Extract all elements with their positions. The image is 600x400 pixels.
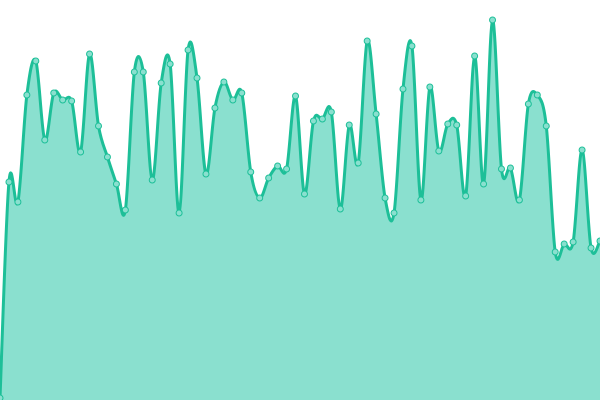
data-point: [50, 89, 58, 97]
area-fill: [0, 19, 600, 400]
data-point: [354, 159, 362, 167]
data-point: [0, 394, 4, 400]
data-point: [453, 121, 461, 129]
data-point: [32, 57, 40, 65]
data-point: [292, 92, 300, 100]
data-point: [569, 238, 577, 246]
data-point: [238, 89, 246, 97]
data-point: [130, 68, 138, 76]
data-point: [542, 122, 550, 130]
data-point: [560, 240, 568, 248]
data-point: [408, 42, 416, 50]
data-point: [309, 117, 317, 125]
data-point: [103, 153, 111, 161]
data-point: [41, 136, 49, 144]
data-point: [193, 74, 201, 82]
data-point: [184, 46, 192, 54]
data-point: [220, 78, 228, 86]
data-point: [166, 60, 174, 68]
data-point: [139, 68, 147, 76]
data-point: [336, 205, 344, 213]
data-point: [363, 37, 371, 45]
data-point: [399, 85, 407, 93]
data-point: [256, 194, 264, 202]
data-point: [489, 16, 497, 24]
data-point: [515, 196, 523, 204]
data-point: [148, 176, 156, 184]
data-point: [175, 209, 183, 217]
data-points: [0, 16, 600, 400]
data-point: [112, 180, 120, 188]
data-point: [5, 178, 13, 186]
data-point: [596, 237, 600, 245]
data-point: [444, 120, 452, 128]
data-point: [506, 164, 514, 172]
data-point: [211, 104, 219, 112]
data-point: [265, 174, 273, 182]
data-point: [59, 96, 67, 104]
data-point: [390, 209, 398, 217]
data-point: [23, 91, 31, 99]
data-point: [229, 96, 237, 104]
data-point: [471, 52, 479, 60]
data-point: [86, 50, 94, 58]
data-point: [247, 168, 255, 176]
data-point: [381, 194, 389, 202]
data-point: [578, 146, 586, 154]
data-point: [300, 190, 308, 198]
data-point: [497, 165, 505, 173]
data-point: [435, 147, 443, 155]
data-point: [121, 206, 129, 214]
data-point: [417, 196, 425, 204]
data-point: [202, 170, 210, 178]
data-point: [283, 165, 291, 173]
data-point: [462, 192, 470, 200]
data-point: [587, 244, 595, 252]
data-point: [426, 83, 434, 91]
data-point: [68, 97, 76, 105]
data-point: [274, 162, 282, 170]
data-point: [95, 122, 103, 130]
data-point: [77, 148, 85, 156]
data-point: [533, 91, 541, 99]
data-point: [551, 248, 559, 256]
data-point: [327, 108, 335, 116]
data-point: [14, 198, 22, 206]
data-point: [524, 100, 532, 108]
data-point: [318, 115, 326, 123]
data-point: [480, 180, 488, 188]
data-point: [372, 110, 380, 118]
data-point: [345, 121, 353, 129]
data-point: [157, 79, 165, 87]
